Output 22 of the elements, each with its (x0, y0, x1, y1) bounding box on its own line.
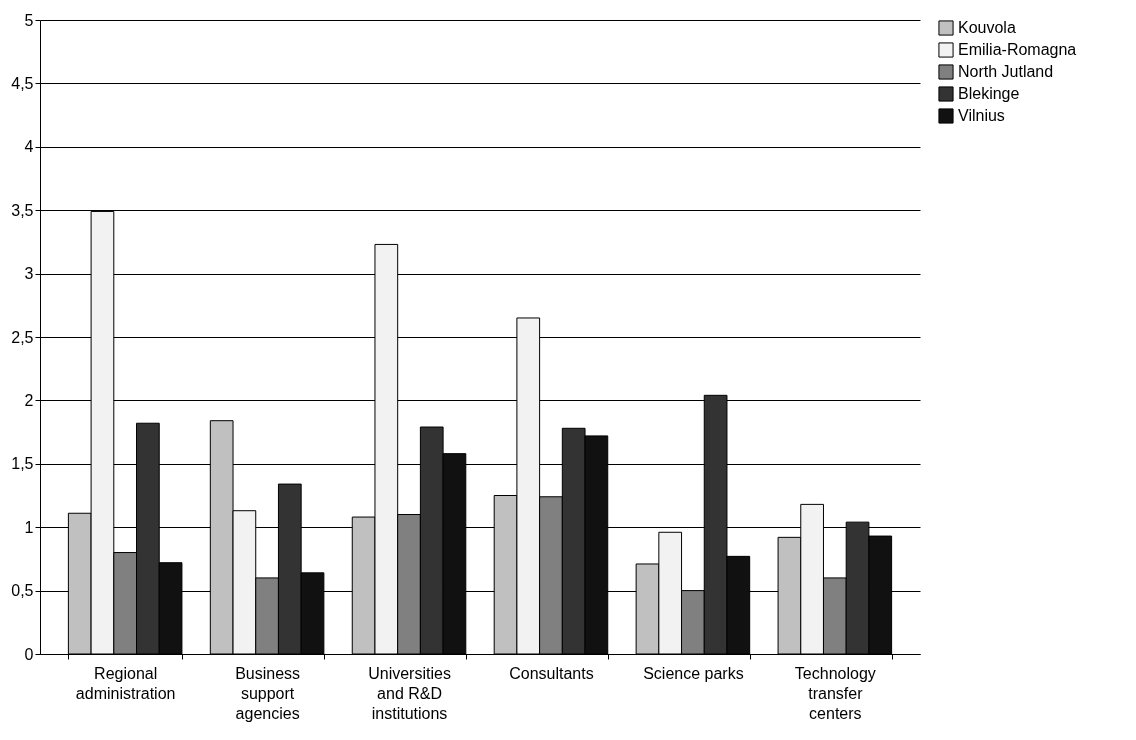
legend-label: Blekinge (958, 85, 1020, 102)
x-tick-label: Business support agencies (235, 664, 301, 722)
y-tick-label: 1 (24, 518, 34, 536)
x-tick-label: Universities and R&D institutions (368, 664, 451, 722)
y-tick-label: 4,5 (11, 74, 34, 92)
y-tick-label: 3,5 (11, 201, 34, 219)
y-tick-label: 0 (24, 645, 34, 663)
y-tick-label: 4 (24, 138, 34, 156)
y-tick-label: 2 (24, 391, 34, 409)
x-tick-label: Technology transfer centers (794, 664, 876, 722)
y-tick-label: 3 (24, 265, 34, 283)
y-tick-label: 2,5 (11, 328, 34, 346)
y-tick-label: 1,5 (11, 455, 34, 473)
legend-label: Vilnius (958, 107, 1005, 124)
legend-label: Kouvola (958, 19, 1016, 36)
x-tick-label: Regional administration (75, 664, 176, 702)
x-tick-label: Science parks (643, 664, 744, 682)
y-tick-label: 0,5 (11, 582, 34, 600)
y-tick-label: 5 (24, 11, 34, 29)
legend-label: Emilia-Romagna (958, 41, 1077, 58)
legend-label: North Jutland (958, 63, 1054, 80)
x-tick-label: Consultants (509, 664, 594, 682)
